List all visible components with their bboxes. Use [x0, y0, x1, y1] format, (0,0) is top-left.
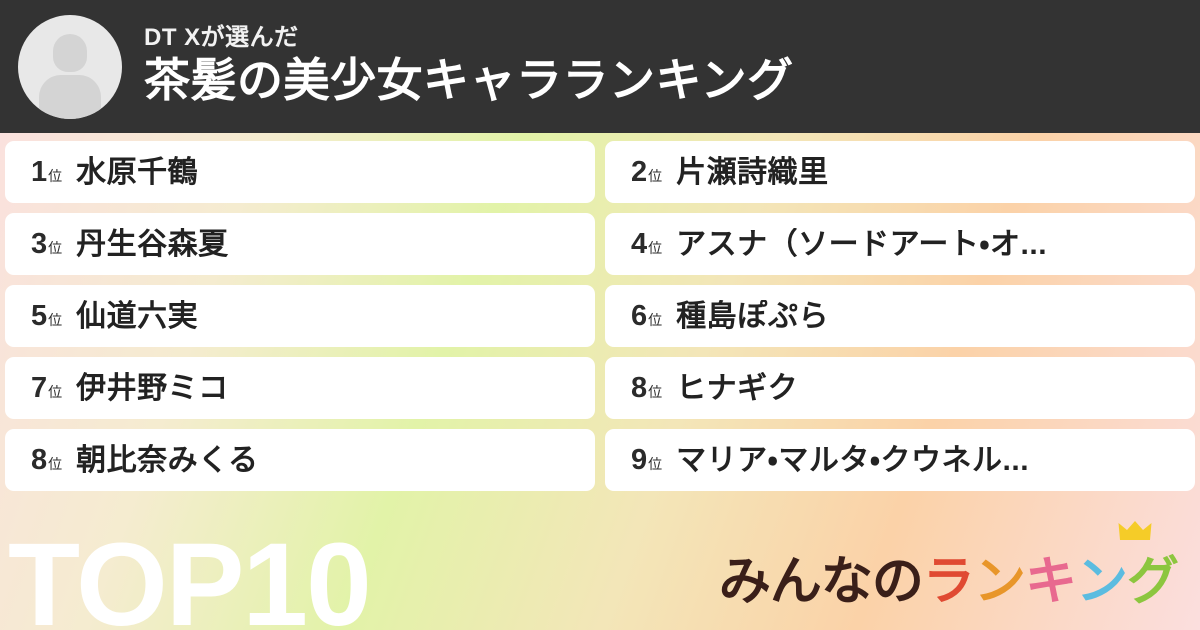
logo-char-ra: ラ — [922, 553, 975, 611]
rank-entry-name: ヒナギク — [676, 371, 799, 405]
rank-number: 3 — [31, 227, 48, 260]
rank-unit: 位 — [48, 311, 63, 328]
rank-entry-name: 種島ぽぷら — [676, 299, 829, 333]
rank-unit: 位 — [648, 239, 663, 256]
user-avatar-icon — [18, 14, 122, 119]
rank-unit: 位 — [48, 239, 63, 256]
rank-entry-name: 伊井野ミコ — [76, 371, 229, 405]
rank-unit: 位 — [648, 455, 663, 472]
avatar-body-shape — [39, 74, 101, 119]
rank-unit: 位 — [48, 455, 63, 472]
rank-number: 2 — [631, 155, 648, 188]
rank-unit: 位 — [648, 167, 663, 184]
rank-number: 8 — [31, 443, 48, 476]
logo-char-gu: グ — [1126, 553, 1179, 611]
logo-char-n-first: ン — [973, 553, 1026, 611]
header-subtitle: DT Xが選んだ — [144, 23, 299, 51]
rank-number: 6 — [631, 299, 648, 332]
top10-label: TOP10 — [8, 519, 372, 630]
rank-entry-name: 水原千鶴 — [76, 155, 199, 189]
rank-entry-name: 丹生谷森夏 — [76, 227, 229, 261]
header-bar: DT Xが選んだ 茶髪の美少女キャラランキング — [0, 0, 1200, 133]
rank-number: 7 — [31, 371, 48, 404]
header-text-block: DT Xが選んだ 茶髪の美少女キャラランキング — [144, 23, 794, 109]
rank-number: 1 — [31, 155, 48, 188]
rank-number: 5 — [31, 299, 48, 332]
rank-entry-name: マリア・マルタ・クウネル... — [676, 443, 1030, 477]
site-logo[interactable]: みんなのランキング — [718, 521, 1179, 611]
logo-char-n-second: ン — [1075, 553, 1128, 611]
rank-entry-name: アスナ（ソードアート・オ... — [676, 227, 1048, 261]
rank-unit: 位 — [648, 311, 663, 328]
rank-unit: 位 — [48, 167, 63, 184]
crown-icon — [1118, 521, 1152, 540]
rank-number: 8 — [631, 371, 648, 404]
rank-entry-name: 片瀬詩織里 — [676, 155, 829, 189]
rank-entry-name: 仙道六実 — [76, 299, 199, 333]
logo-char-ki: キ — [1024, 553, 1077, 611]
rank-number: 4 — [631, 227, 648, 260]
rank-entry-name: 朝比奈みくる — [76, 443, 259, 477]
page-title: 茶髪の美少女キャラランキング — [144, 53, 794, 106]
rank-unit: 位 — [648, 383, 663, 400]
avatar-head-shape — [53, 33, 87, 72]
rank-number: 9 — [631, 443, 648, 476]
logo-text-minna-no: みんなの — [718, 553, 924, 611]
rank-unit: 位 — [48, 383, 63, 400]
